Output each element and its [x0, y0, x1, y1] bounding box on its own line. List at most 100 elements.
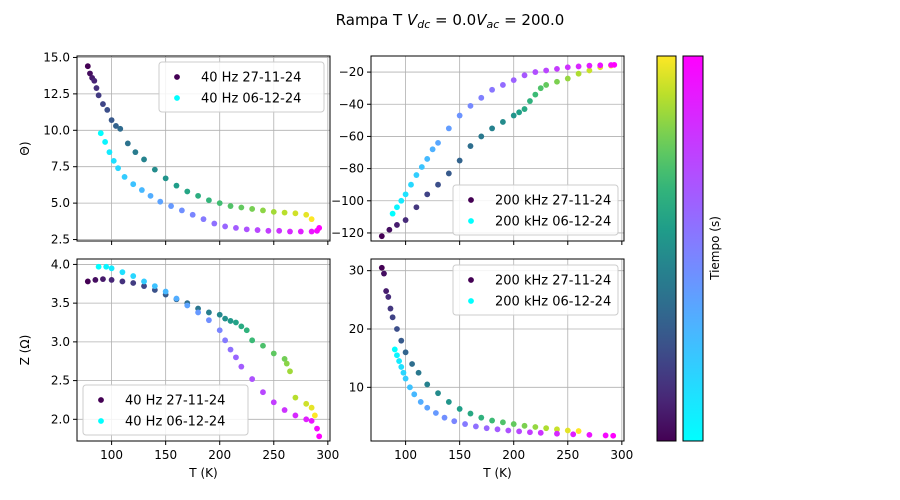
data-point-series-1 [389, 210, 396, 217]
data-point-series-0 [532, 424, 539, 430]
data-point-series-0 [303, 211, 310, 218]
data-point-series-0 [206, 197, 212, 204]
legend: 40 Hz 27-11-24 40 Hz 06-12-24 [82, 384, 249, 436]
data-point-series-0 [378, 233, 385, 240]
data-point-series-0 [91, 77, 98, 84]
data-point-series-0 [586, 67, 593, 74]
data-point-series-1 [222, 223, 229, 230]
x-tick-label: 300 [316, 448, 339, 462]
data-point-series-0 [424, 191, 431, 198]
legend-marker-1 [98, 418, 104, 424]
data-point-series-0 [206, 309, 212, 316]
y-tick-label: 12.5 [43, 87, 70, 101]
data-point-series-1 [424, 404, 431, 411]
data-point-series-0 [413, 204, 420, 211]
data-point-series-0 [575, 428, 582, 434]
data-point-series-0 [521, 106, 528, 112]
data-point-series-0 [564, 427, 571, 434]
data-point-series-1 [602, 432, 609, 439]
data-point-series-1 [200, 216, 207, 223]
data-point-series-1 [521, 72, 528, 79]
panel-theta-40hz: 2.55.07.510.012.515.0Θ)40 Hz 27-11-2440 … [18, 50, 331, 247]
y-tick-label: −120 [331, 226, 364, 240]
data-point-series-1 [110, 157, 117, 164]
y-tick-label: 15.0 [43, 50, 70, 64]
data-point-series-0 [415, 369, 422, 376]
data-point-series-0 [500, 419, 506, 426]
data-point-series-0 [141, 156, 147, 163]
data-point-series-0 [510, 112, 517, 119]
data-point-series-1 [394, 204, 400, 211]
data-point-series-1 [398, 364, 405, 370]
data-point-series-0 [456, 406, 463, 412]
data-point-series-1 [130, 273, 137, 279]
legend-box [158, 61, 325, 113]
data-point-series-0 [227, 318, 234, 324]
data-point-series-0 [543, 425, 550, 432]
figure-title: Rampa T Vdc = 0.0Vac = 200.0 [336, 11, 565, 31]
legend-marker-1 [468, 298, 474, 304]
data-point-series-0 [119, 278, 126, 285]
legend: 40 Hz 27-11-24 40 Hz 06-12-24 [158, 61, 325, 113]
x-tick-label: 100 [394, 448, 417, 462]
data-point-series-0 [132, 149, 139, 156]
legend-box [452, 264, 619, 316]
legend-box [452, 184, 619, 236]
data-point-series-0 [389, 314, 396, 321]
data-point-series-1 [396, 358, 403, 364]
data-point-series-0 [500, 119, 506, 125]
data-point-series-1 [451, 418, 458, 425]
data-point-series-0 [216, 200, 223, 207]
data-point-series-1 [147, 192, 154, 199]
data-point-series-1 [575, 63, 582, 70]
data-point-series-1 [462, 421, 468, 427]
data-point-series-0 [287, 368, 293, 375]
data-point-series-1 [233, 354, 239, 361]
data-point-series-1 [297, 228, 304, 235]
data-point-series-0 [532, 91, 539, 98]
data-point-series-0 [184, 188, 191, 195]
data-point-series-1 [189, 211, 196, 218]
data-point-series-1 [97, 130, 104, 137]
y-tick-label: 4.0 [51, 257, 70, 271]
y-tick-label: 20 [349, 322, 364, 336]
data-point-series-0 [130, 280, 137, 286]
data-point-series-0 [445, 170, 452, 177]
data-point-series-0 [402, 349, 409, 356]
data-point-series-1 [407, 384, 413, 391]
legend-marker-0 [468, 197, 474, 203]
data-point-series-1 [400, 369, 407, 376]
data-point-series-1 [610, 432, 617, 439]
data-point-series-0 [521, 422, 528, 429]
data-point-series-1 [467, 102, 474, 109]
data-point-series-0 [424, 381, 431, 388]
data-point-series-0 [173, 182, 180, 189]
data-point-series-0 [510, 421, 517, 427]
y-tick-label: −100 [331, 194, 364, 208]
data-point-series-0 [238, 204, 245, 211]
data-point-series-0 [87, 70, 93, 77]
data-point-series-0 [195, 192, 201, 199]
colorbar-cool-gradient [683, 56, 703, 441]
data-point-series-1 [424, 156, 431, 162]
data-point-series-0 [398, 337, 405, 344]
data-point-series-1 [411, 391, 418, 398]
data-point-series-1 [402, 191, 409, 198]
data-point-series-1 [418, 164, 425, 170]
data-point-series-1 [254, 227, 261, 233]
x-tick-label: 200 [208, 448, 231, 462]
legend-marker-1 [174, 95, 180, 101]
data-point-series-1 [494, 426, 501, 433]
data-point-series-0 [537, 85, 544, 92]
colorbar-viridis-gradient [657, 56, 676, 441]
data-point-series-1 [138, 187, 145, 193]
legend-label-0: 200 kHz 27-11-24 [495, 194, 611, 209]
data-point-series-0 [292, 394, 299, 401]
data-point-series-1 [516, 428, 523, 435]
data-point-series-0 [270, 208, 277, 215]
data-point-series-0 [227, 203, 234, 209]
colorbar-label: Tiempo (s) [708, 216, 722, 281]
data-point-series-1 [429, 146, 436, 153]
data-point-series-1 [292, 412, 299, 419]
data-point-series-0 [100, 101, 106, 107]
